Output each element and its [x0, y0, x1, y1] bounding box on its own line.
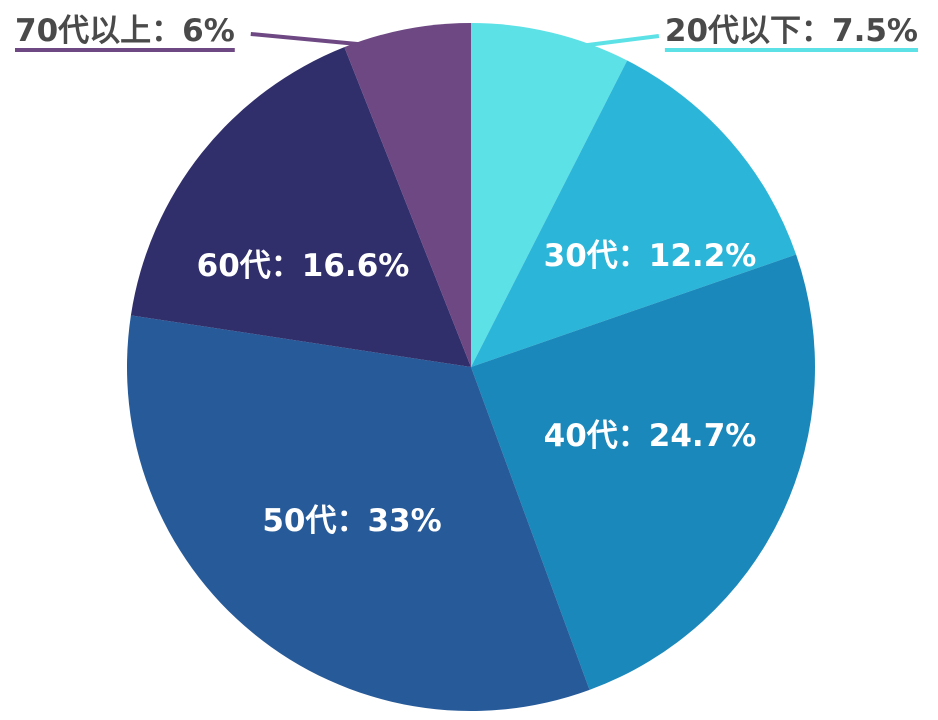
value-label: 6% [182, 13, 235, 49]
leader-line [250, 32, 369, 47]
slice-label: 20代以下：7.5% [665, 13, 918, 49]
value-label: 12.2% [649, 238, 757, 274]
label-separator: ： [151, 13, 182, 49]
value-label: 7.5% [832, 13, 918, 49]
label-separator: ： [618, 418, 649, 454]
value-label: 16.6% [302, 248, 410, 284]
category-label: 20代以下 [665, 13, 801, 49]
slice-label: 70代以上：6% [15, 13, 235, 49]
category-label: 30代 [544, 238, 618, 274]
category-label: 60代 [197, 248, 271, 284]
pie-slice [471, 254, 815, 690]
value-label: 33% [367, 503, 441, 539]
slice-label: 50代：33% [262, 503, 441, 539]
label-separator: ： [801, 13, 832, 49]
label-separator: ： [336, 503, 367, 539]
slice-label: 30代：12.2% [544, 238, 757, 274]
label-separator: ： [271, 248, 302, 284]
pie-slice [126, 315, 590, 711]
pie-slice [344, 23, 471, 367]
label-separator: ： [618, 238, 649, 274]
category-label: 50代 [262, 503, 336, 539]
pie-slice [471, 23, 628, 367]
category-label: 40代 [544, 418, 618, 454]
pie-slice [130, 47, 471, 367]
category-label: 70代以上 [15, 13, 151, 49]
slice-label: 60代：16.6% [197, 248, 410, 284]
value-label: 24.7% [649, 418, 757, 454]
pie-slice [471, 60, 797, 368]
leader-line [579, 34, 660, 48]
slice-label: 40代：24.7% [544, 418, 757, 454]
